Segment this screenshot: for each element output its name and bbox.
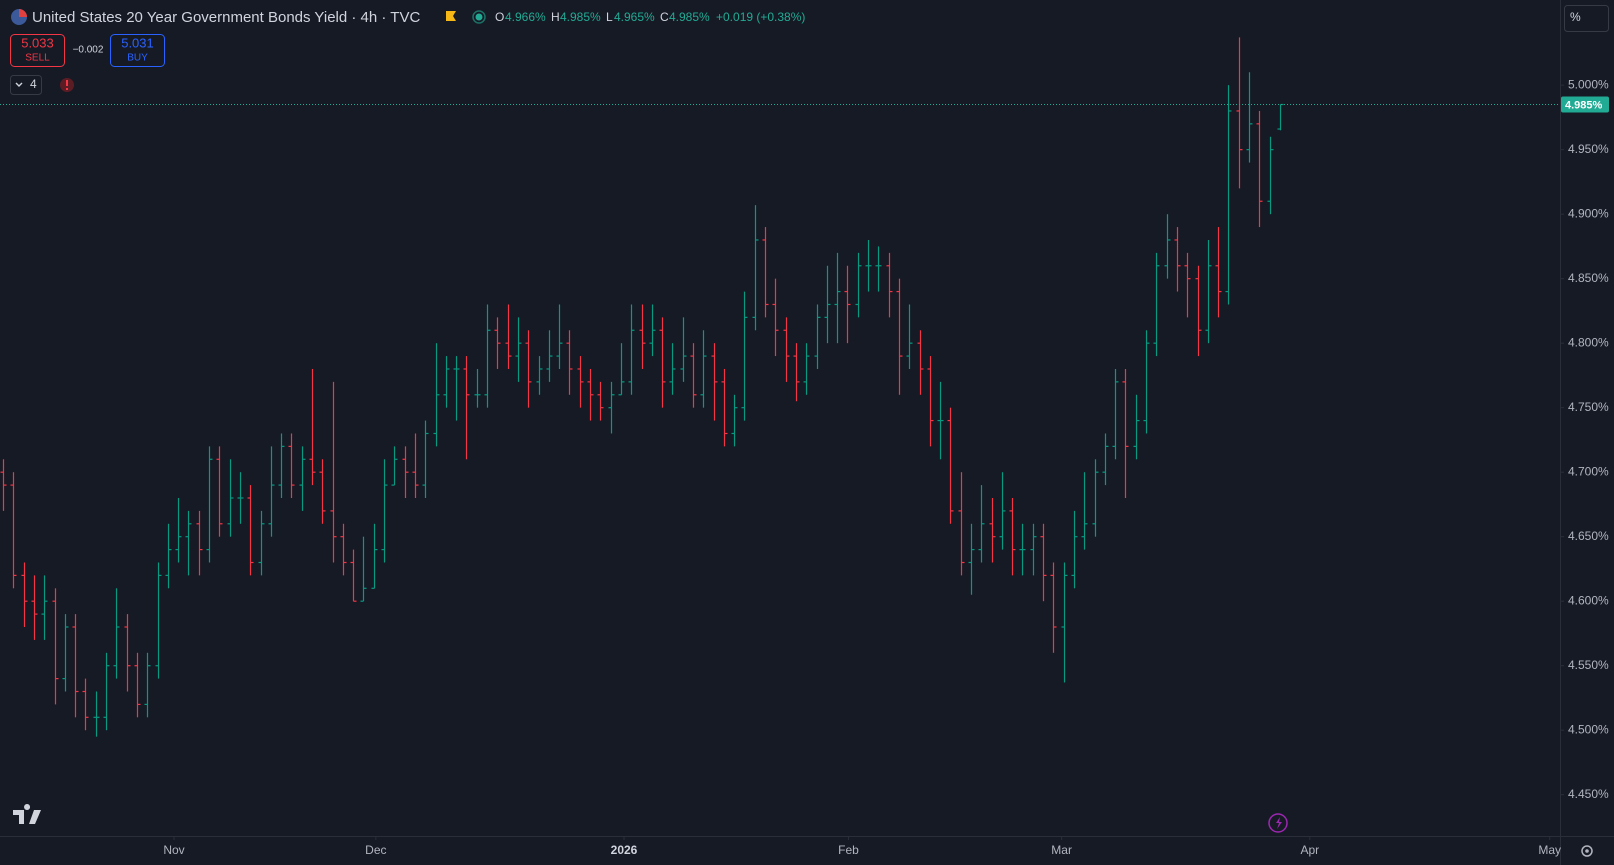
buy-button[interactable] bbox=[110, 34, 165, 67]
y-tick-label: 4.750% bbox=[1568, 400, 1609, 414]
buy-price: 5.031 bbox=[121, 35, 154, 50]
x-tick-label: Feb bbox=[838, 843, 859, 857]
x-tick-label: Mar bbox=[1051, 843, 1072, 857]
indicators-toggle[interactable] bbox=[10, 75, 42, 95]
flag-marker[interactable] bbox=[446, 11, 456, 21]
y-tick-label: 4.600% bbox=[1568, 593, 1609, 607]
y-tick-label: 4.800% bbox=[1568, 335, 1609, 349]
lightning-button[interactable] bbox=[1268, 813, 1288, 833]
x-tick-label: 2026 bbox=[611, 843, 638, 857]
warning-glyph bbox=[66, 80, 68, 86]
settings-glyph bbox=[1585, 849, 1589, 853]
y-tick-label: 4.650% bbox=[1568, 529, 1609, 543]
sell-label: SELL bbox=[25, 53, 50, 64]
plot bbox=[0, 37, 1284, 737]
y-tick-label: 4.900% bbox=[1568, 206, 1609, 220]
settings-button[interactable] bbox=[1581, 845, 1593, 857]
ohlc-label: H bbox=[551, 10, 560, 24]
buy-label: BUY bbox=[127, 53, 148, 64]
symbol-title[interactable]: United States 20 Year Government Bonds Y… bbox=[32, 9, 420, 26]
status-ring bbox=[472, 10, 486, 24]
ohlc-value: 4.965% bbox=[614, 10, 655, 24]
y-tick-label: 4.950% bbox=[1568, 142, 1609, 156]
x-tick-label: Dec bbox=[365, 843, 386, 857]
ohlc-label: C bbox=[660, 10, 669, 24]
lightning-glyph bbox=[1276, 817, 1282, 829]
y-tick-label: 4.700% bbox=[1568, 464, 1609, 478]
y-tick-label: 4.450% bbox=[1568, 787, 1609, 801]
sell-button[interactable] bbox=[10, 34, 65, 67]
last-price-label: 4.985% bbox=[1565, 99, 1603, 111]
flag-icon-part bbox=[19, 9, 27, 17]
unit-label: % bbox=[1570, 10, 1581, 24]
status-dot bbox=[475, 13, 483, 21]
x-tick-label: Nov bbox=[163, 843, 184, 857]
warning-glyph bbox=[66, 88, 68, 90]
chevron bbox=[15, 82, 23, 87]
unit-button[interactable] bbox=[1564, 5, 1609, 32]
ohlc-value: 4.985% bbox=[560, 10, 601, 24]
ohlc-value: 4.966% bbox=[505, 10, 546, 24]
y-tick-label: 4.850% bbox=[1568, 271, 1609, 285]
sell-price: 5.033 bbox=[21, 35, 54, 50]
ohlc-label: O bbox=[495, 10, 504, 24]
x-tick-label: May bbox=[1538, 843, 1561, 857]
x-tick-label: Apr bbox=[1300, 843, 1319, 857]
indicator-count: 4 bbox=[30, 77, 37, 91]
last-price-box bbox=[1561, 96, 1609, 113]
y-tick-label: 4.550% bbox=[1568, 658, 1609, 672]
ohlc-value: 4.985% bbox=[669, 10, 710, 24]
change-value: +0.019 (+0.38%) bbox=[716, 10, 805, 24]
y-tick-label: 4.500% bbox=[1568, 722, 1609, 736]
ohlc-label: L bbox=[606, 10, 613, 24]
y-tick-label: 5.000% bbox=[1568, 77, 1609, 91]
logo[interactable] bbox=[13, 804, 41, 824]
spread: −0.002 bbox=[73, 45, 104, 56]
